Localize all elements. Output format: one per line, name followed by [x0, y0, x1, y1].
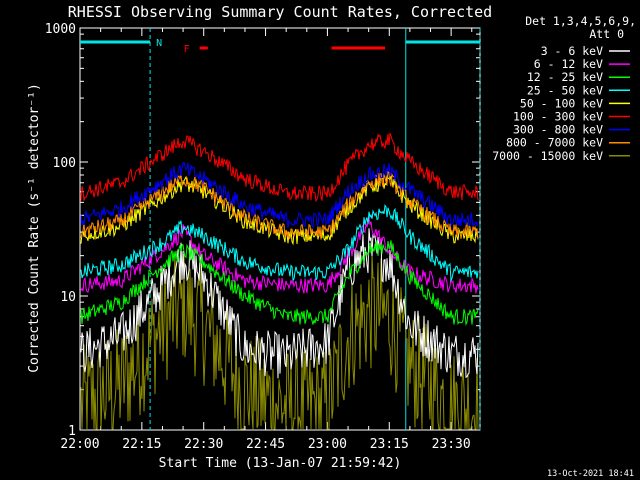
detector-info-line-1: Det 1,3,4,5,6,9, [525, 14, 636, 28]
y-tick-label: 10 [60, 290, 76, 305]
x-tick-label: 22:30 [184, 437, 223, 452]
legend-label: 25 - 50 keV [527, 83, 603, 97]
legend-label: 300 - 800 keV [513, 123, 603, 137]
x-tick-label: 22:45 [246, 437, 285, 452]
series-line [80, 228, 479, 379]
series-layer [80, 133, 479, 431]
x-tick-label: 22:00 [60, 437, 99, 452]
y-tick-label: 1 [68, 424, 76, 439]
flag-bars: NF [80, 38, 480, 55]
series-line [80, 253, 479, 431]
axis-ticks: 22:00 22:15 22:30 22:45 23:00 23:15 23:30 1 10 10… [45, 22, 480, 452]
legend-label: 50 - 100 keV [520, 96, 603, 110]
series-line [80, 203, 479, 283]
series-line [80, 240, 479, 327]
legend-label: 100 - 300 keV [513, 110, 603, 124]
plot-frame [79, 27, 481, 431]
x-tick-label: 22:15 [122, 437, 161, 452]
x-tick-label: 23:00 [308, 437, 347, 452]
legend-label: 3 - 6 keV [541, 44, 603, 58]
legend-label: 12 - 25 keV [527, 70, 603, 84]
x-tick-label: 23:15 [370, 437, 409, 452]
flag-bar-label: N [156, 38, 162, 49]
y-axis-label: Corrected Count Rate (s⁻¹ detector⁻¹) [27, 83, 42, 373]
legend-label: 800 - 7000 keV [506, 136, 603, 150]
series-line [80, 170, 479, 240]
timestamp: 13-Oct-2021 18:41 [547, 469, 634, 479]
legend-label: 6 - 12 keV [534, 57, 603, 71]
x-axis-label: Start Time (13-Jan-07 21:59:42) [159, 456, 402, 471]
series-line [80, 175, 479, 246]
series-line [80, 161, 479, 229]
series-line [80, 217, 479, 294]
plot-area [79, 27, 481, 431]
y-tick-label: 100 [53, 156, 76, 171]
night-boundaries [149, 28, 481, 430]
legend-label: 7000 - 15000 keV [492, 149, 603, 163]
series-line [80, 133, 479, 203]
chart-title: RHESSI Observing Summary Count Rates, Co… [68, 3, 492, 21]
detector-info-line-2: Att 0 [589, 27, 624, 41]
flag-bar-label: F [184, 44, 190, 55]
x-tick-label: 23:30 [432, 437, 471, 452]
y-tick-label: 1000 [45, 22, 76, 37]
